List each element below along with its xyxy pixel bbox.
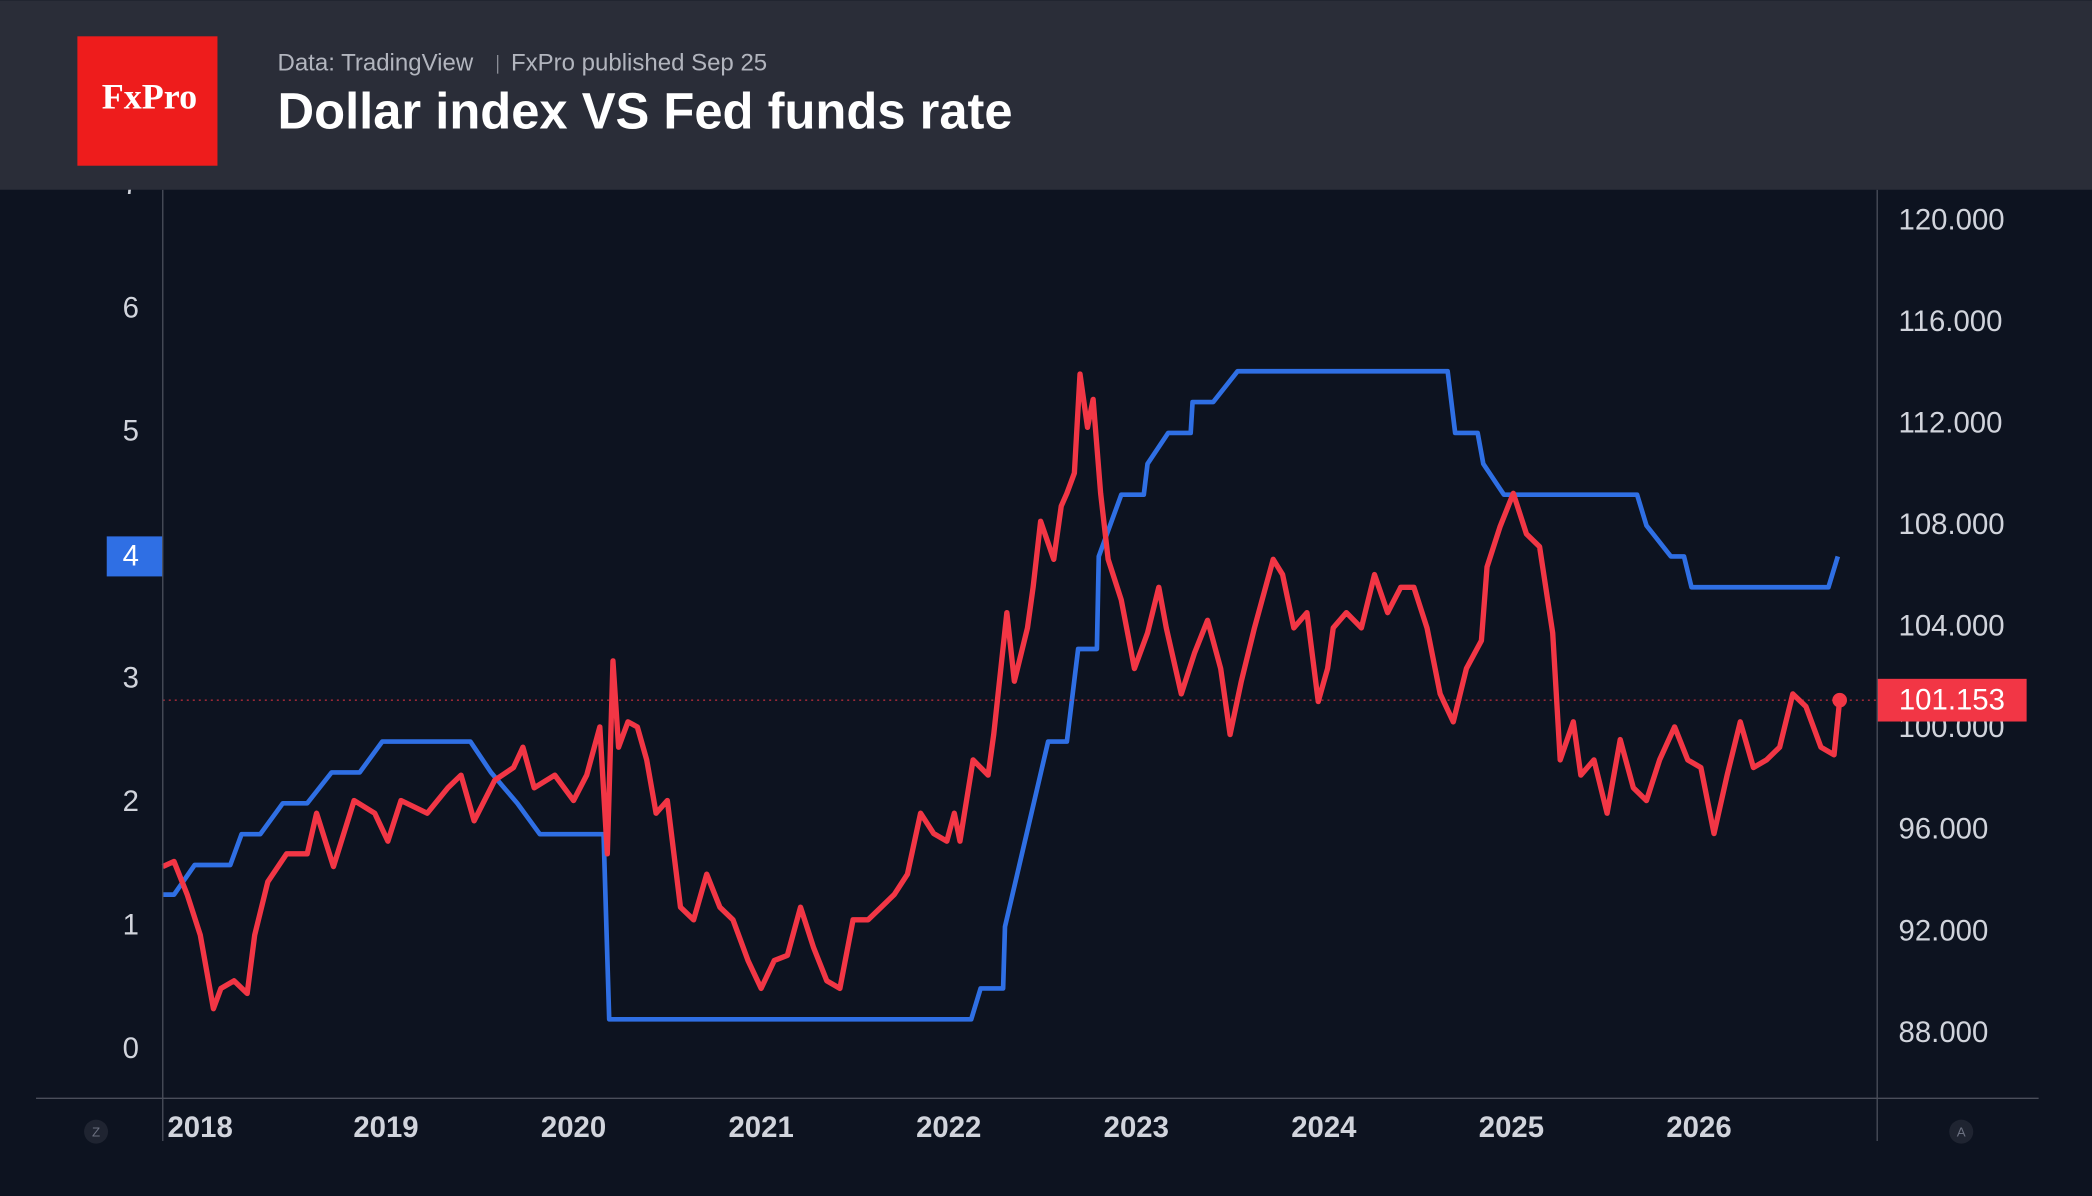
y2-tick-label: 88.000 [1899, 1016, 1989, 1049]
y2-tick-label: 104.000 [1899, 610, 2005, 643]
chart-title: Dollar index VS Fed funds rate [278, 82, 1013, 139]
y2-tick-label: 96.000 [1899, 813, 1989, 846]
y2-tick-label: 108.000 [1899, 508, 2005, 541]
header-background [0, 0, 2092, 190]
y-tick-label: 5 [123, 415, 139, 448]
y-tick-label: 6 [123, 291, 139, 324]
scale-button[interactable] [1949, 1119, 1974, 1144]
source: Data: TradingView [278, 50, 474, 77]
y2-tick-label: 112.000 [1899, 407, 2003, 440]
y-tick-label: 2 [123, 785, 139, 818]
plot-area: 0123456788.00092.00096.000100.000104.000… [106, 168, 2027, 1144]
last-value-badge [106, 536, 163, 577]
series-line [161, 371, 1843, 1012]
x-tick-label: 2021 [728, 1111, 793, 1144]
scale-button-label[interactable]: Z [92, 1125, 100, 1140]
last-value-label: 101.153 [1899, 683, 2005, 716]
x-tick-label: 2022 [916, 1111, 981, 1144]
last-value-label: 4 [123, 539, 139, 572]
x-tick-label: 2025 [1479, 1111, 1544, 1144]
y2-tick-label: 120.000 [1899, 203, 2005, 236]
x-tick-label: 2020 [541, 1111, 606, 1144]
logo-box [77, 36, 218, 166]
series-line [162, 368, 1841, 1022]
x-tick-label: 2018 [167, 1111, 232, 1144]
publisher: FxPro published Sep 25 [511, 50, 767, 77]
last-value-badge [1877, 678, 2027, 722]
y-tick-label: 0 [123, 1032, 139, 1065]
y2-tick-label: 116.000 [1899, 305, 2003, 338]
x-tick-label: 2019 [353, 1111, 418, 1144]
header: FxPro Data: TradingView FxPro published … [0, 0, 2092, 190]
y-tick-label: 1 [123, 908, 139, 941]
scale-button-label[interactable]: A [1957, 1125, 1966, 1140]
x-tick-label: 2024 [1291, 1111, 1357, 1144]
scale-button[interactable] [84, 1119, 109, 1144]
last-point [1832, 692, 1848, 708]
y-tick-label: 3 [123, 662, 139, 695]
x-tick-label: 2026 [1666, 1111, 1731, 1144]
x-tick-label: 2023 [1104, 1111, 1169, 1144]
logo-text: FxPro [102, 77, 197, 117]
y2-tick-label: 92.000 [1899, 914, 1989, 947]
